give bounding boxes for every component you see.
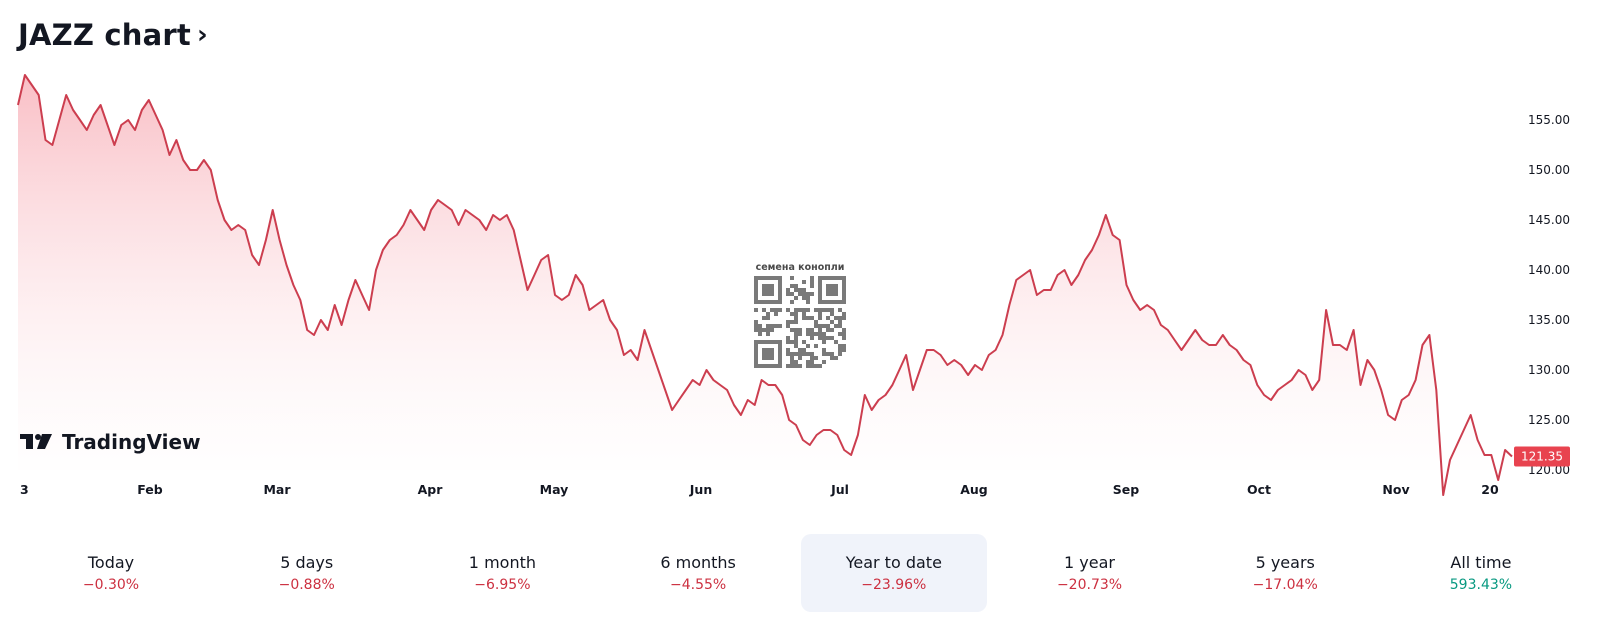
period-label: 1 month <box>468 553 536 572</box>
x-tick-label: Jun <box>689 482 712 497</box>
period-label: 5 days <box>280 553 334 572</box>
performance-periods: Today −0.30% 5 days −0.88% 1 month −6.95% 6 mo… <box>18 534 1574 612</box>
qr-code-watermark: семена конопли <box>752 262 848 372</box>
period-tab-2[interactable]: 1 month −6.95% <box>409 534 595 612</box>
qr-code-icon <box>754 276 846 368</box>
period-tab-0[interactable]: Today −0.30% <box>18 534 204 612</box>
price-chart[interactable]: 155.00 150.00 145.00 140.00 135.00 130.00 125.… <box>0 0 1600 500</box>
y-tick-label: 150.00 <box>1528 163 1570 177</box>
price-axis: 155.00 150.00 145.00 140.00 135.00 130.00 125.… <box>1528 113 1570 477</box>
x-tick-label: 3 <box>20 482 29 497</box>
qr-caption: семена конопли <box>755 262 845 273</box>
period-label: 6 months <box>660 553 736 572</box>
x-tick-label: Nov <box>1382 482 1409 497</box>
x-tick-label: May <box>540 482 569 497</box>
period-change: −17.04% <box>1252 577 1318 593</box>
period-change: 593.43% <box>1449 577 1513 593</box>
last-price-label: 121.35 <box>1521 450 1563 464</box>
last-price-tag: 121.35 <box>1514 446 1570 467</box>
y-tick-label: 135.00 <box>1528 313 1570 327</box>
period-label: All time <box>1450 553 1512 572</box>
x-tick-label: Feb <box>137 482 163 497</box>
x-tick-label: Oct <box>1247 482 1271 497</box>
page-title: JAZZ chart <box>18 18 191 52</box>
period-tab-5[interactable]: 1 year −20.73% <box>997 534 1183 612</box>
period-label: Today <box>87 553 135 572</box>
x-tick-label: Aug <box>960 482 988 497</box>
period-label: Year to date <box>845 553 942 572</box>
period-tab-6[interactable]: 5 years −17.04% <box>1192 534 1378 612</box>
period-label: 5 years <box>1255 553 1315 572</box>
tradingview-wordmark: TradingView <box>62 430 201 454</box>
x-tick-label: Jul <box>830 482 849 497</box>
tradingview-mark-icon <box>20 434 52 449</box>
x-tick-label: Sep <box>1113 482 1139 497</box>
plot-area <box>17 74 1513 496</box>
period-change: −6.95% <box>474 577 531 593</box>
period-change: −0.30% <box>82 577 140 593</box>
period-tab-4[interactable]: Year to date −23.96% <box>800 534 987 612</box>
y-tick-label: 145.00 <box>1528 213 1570 227</box>
y-tick-label: 155.00 <box>1528 113 1570 127</box>
period-change: −20.73% <box>1056 577 1123 593</box>
y-tick-label: 125.00 <box>1528 413 1570 427</box>
y-tick-label: 130.00 <box>1528 363 1570 377</box>
period-label: 1 year <box>1064 553 1115 572</box>
last-price-badge <box>1514 446 1570 467</box>
period-change: −0.88% <box>278 577 335 593</box>
chart-title-link[interactable]: JAZZ chart › <box>18 18 208 52</box>
chevron-right-icon: › <box>196 20 208 50</box>
price-area-fill <box>18 75 1512 495</box>
period-change: −4.55% <box>670 577 727 593</box>
period-change: −23.96% <box>861 577 927 593</box>
price-line <box>17 74 1513 496</box>
y-tick-label: 140.00 <box>1528 263 1570 277</box>
tradingview-logo[interactable]: TradingView <box>20 430 201 454</box>
period-tab-7[interactable]: All time 593.43% <box>1388 534 1574 612</box>
x-tick-label: 20 <box>1481 482 1499 497</box>
x-tick-label: Apr <box>418 482 444 497</box>
period-tab-3[interactable]: 6 months −4.55% <box>605 534 791 612</box>
period-tab-1[interactable]: 5 days −0.88% <box>214 534 400 612</box>
time-axis: 3 Feb Mar Apr May Jun Jul Aug Sep Oct Nov 20 <box>20 482 1499 497</box>
x-tick-label: Mar <box>263 482 291 497</box>
